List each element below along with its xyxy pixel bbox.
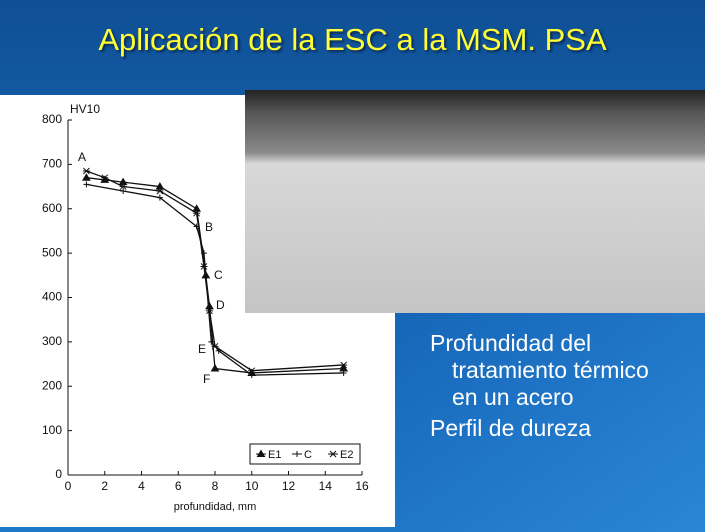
legend-marker: [256, 449, 266, 457]
hardness-chart: 0 100 200 300 400 500 600 700 800 0 2 4 6 8 10 12 14 16 HV…: [42, 102, 369, 513]
annotation: D: [216, 298, 225, 312]
point: [119, 183, 127, 190]
x-tick-label: 16: [355, 479, 369, 493]
x-tick-label: 14: [319, 479, 333, 493]
y-axis-label: HV10: [70, 102, 100, 116]
point: [211, 342, 219, 350]
annotation: F: [203, 372, 210, 386]
annotation: C: [214, 268, 223, 282]
point: [193, 209, 201, 217]
legend-label: C: [304, 449, 312, 461]
point: [83, 181, 90, 188]
slide-title: Aplicación de la ESC a la MSM. PSA: [98, 22, 607, 57]
y-tick-label: 600: [42, 201, 62, 215]
point: [248, 367, 256, 375]
annotation: E: [198, 342, 206, 356]
bullet: Profundidad del tratamiento térmico en u…: [430, 330, 649, 410]
x-tick-label: 10: [245, 479, 259, 493]
legend-marker: [294, 451, 300, 457]
x-tick-label: 6: [175, 479, 182, 493]
y-tick-label: 700: [42, 157, 62, 171]
point: [120, 188, 127, 194]
x-tick-label: 12: [282, 479, 296, 493]
legend-label: E2: [340, 449, 353, 461]
legend-box: [249, 443, 361, 465]
point: [340, 369, 347, 376]
series-line: [86, 170, 344, 372]
point: [82, 167, 90, 175]
y-tick-label: 300: [42, 334, 62, 348]
y-tick-label: 400: [42, 290, 62, 304]
point: [156, 194, 163, 201]
x-tick-label: 2: [101, 479, 108, 493]
x-axis-label: profundidad, mm: [174, 501, 257, 513]
x-tick-label: 0: [65, 479, 72, 493]
y-tick-label: 200: [42, 378, 62, 392]
point: [118, 177, 128, 186]
bullet: Perfil de dureza: [430, 415, 592, 441]
y-tick-label: 800: [42, 112, 62, 126]
annotation: B: [205, 220, 213, 234]
point: [200, 263, 208, 270]
point: [205, 307, 213, 315]
point: [208, 338, 215, 345]
annotation: A: [78, 150, 86, 164]
text-box: [395, 313, 705, 532]
point: [156, 187, 164, 195]
legend-label: E1: [268, 449, 281, 461]
point: [340, 361, 348, 369]
point: [192, 204, 201, 212]
y-tick-label: 100: [42, 423, 62, 437]
legend-marker: [329, 450, 337, 458]
y-tick-label: 500: [42, 245, 62, 259]
point: [101, 174, 109, 182]
point: [210, 364, 220, 372]
point: [248, 372, 255, 379]
bullet-list: Profundidad del tratamiento térmico en u…: [430, 330, 680, 446]
micrograph: [245, 90, 705, 313]
x-tick-label: 8: [212, 479, 219, 493]
point: [155, 182, 165, 190]
point: [82, 173, 91, 181]
y-tick-label: 0: [55, 467, 62, 481]
x-tick-label: 4: [138, 479, 145, 493]
